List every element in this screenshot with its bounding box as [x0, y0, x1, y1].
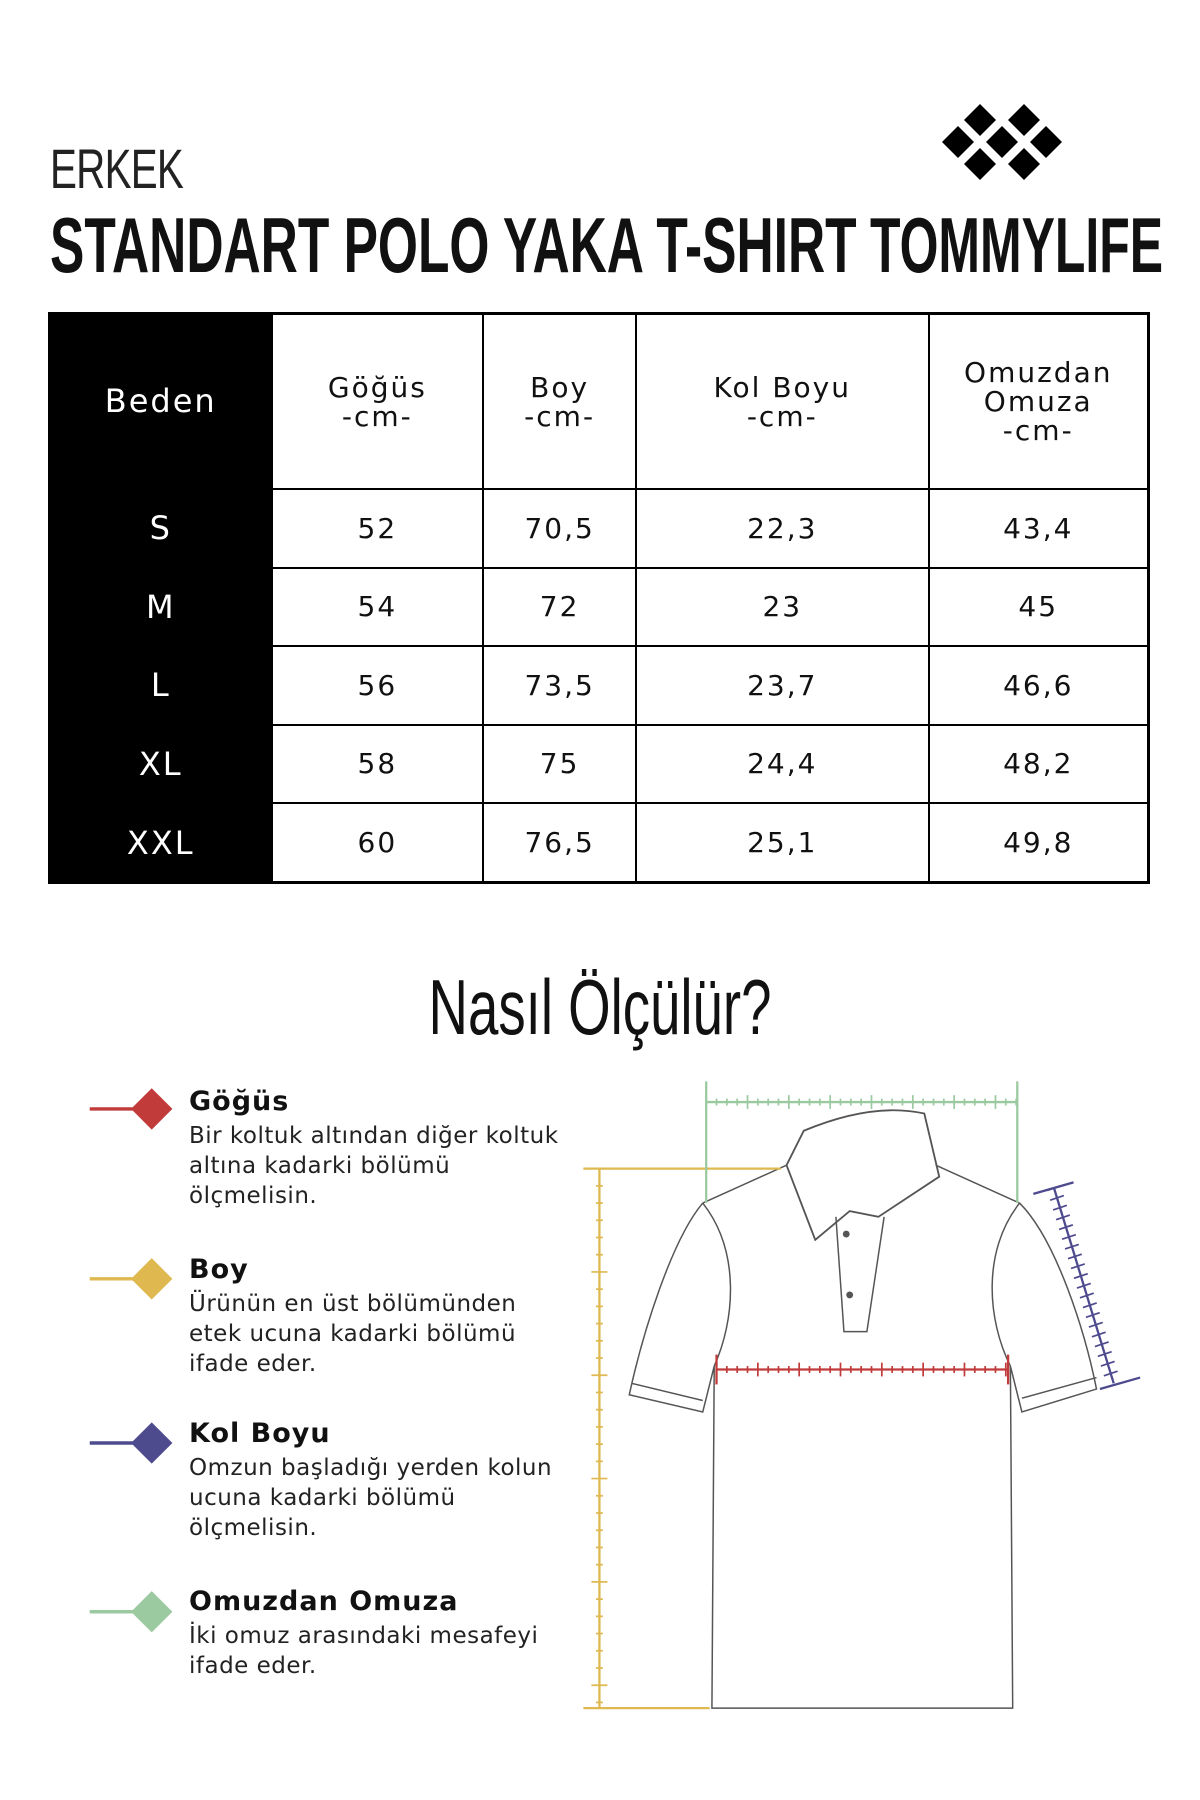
value-cell: 75 [482, 723, 638, 805]
value-cell: 48,2 [927, 723, 1150, 805]
header-omuzdan-omuza: Omuzdan Omuza -cm- [927, 312, 1150, 491]
legend-label: Göğüs [189, 1086, 290, 1117]
legend-text: İki omuz arasındaki mesafeyi ifade eder. [189, 1623, 539, 1679]
header-label: Omuzdan Omuza [964, 356, 1113, 419]
ruler-tick [1070, 1263, 1086, 1270]
ruler-tick [1055, 1214, 1071, 1221]
value-cell: 23 [635, 566, 930, 648]
value-cell: 25,1 [635, 802, 930, 884]
value-cell: 52 [270, 488, 485, 569]
header-unit: -cm- [341, 399, 413, 433]
ruler-tick [1082, 1302, 1097, 1309]
legend-kol-boyu: Kol Boyu Omzun başladığı yerden kolun ucu… [189, 1418, 569, 1543]
size-cell: XXL [48, 802, 273, 884]
value-cell: 43,4 [927, 488, 1150, 569]
value-cell: 56 [270, 645, 485, 726]
legend-label: Omuzdan Omuza [189, 1586, 459, 1617]
brand-name: TOMMYLIFE [870, 201, 1164, 289]
size-cell: XL [48, 723, 273, 805]
header-unit: -cm- [1002, 414, 1074, 448]
table-row: S 52 70,5 22,3 43,4 [48, 488, 1150, 569]
table-row: L 56 73,5 23,7 46,6 [48, 645, 1150, 726]
legend-boy: Boy Ürünün en üst bölümünden etek ucuna k… [189, 1254, 569, 1379]
ruler-tick [1091, 1331, 1106, 1338]
header-boy: Boy -cm- [482, 312, 638, 491]
header-kol-boyu: Kol Boyu -cm- [635, 312, 930, 491]
ruler-tick [1058, 1224, 1074, 1231]
value-cell: 49,8 [927, 802, 1150, 884]
value-cell: 73,5 [482, 645, 638, 726]
ruler-tick [1052, 1204, 1068, 1211]
value-cell: 76,5 [482, 802, 638, 884]
table-row: M 54 72 23 45 [48, 566, 1150, 648]
size-cell: L [48, 645, 273, 726]
value-cell: 23,7 [635, 645, 930, 726]
ruler-tick [1079, 1292, 1095, 1299]
legend-label: Boy [189, 1254, 249, 1285]
ruler-tick [1049, 1194, 1065, 1202]
legend-diamond-icon [131, 1258, 173, 1300]
ruler-tick [1097, 1350, 1112, 1358]
value-cell: 70,5 [482, 488, 638, 569]
size-table: Beden Göğüs -cm- Boy -cm- Kol Boyu -cm- Omu… [48, 312, 1150, 884]
size-cell: S [48, 488, 273, 569]
value-cell: 58 [270, 723, 485, 805]
header-unit: -cm- [746, 399, 818, 433]
value-cell: 60 [270, 802, 485, 884]
legend-diamond-icon [131, 1088, 173, 1130]
header-gogus: Göğüs -cm- [270, 312, 485, 491]
legend-omuzdan-omuza: Omuzdan Omuza İki omuz arasındaki mesafey… [189, 1586, 569, 1681]
value-cell: 72 [482, 566, 638, 648]
legend-label: Kol Boyu [189, 1418, 331, 1449]
ruler-tick [1061, 1233, 1077, 1241]
header-label: Kol Boyu [713, 370, 851, 404]
header-unit: -cm- [524, 399, 596, 433]
table-row: XL 58 75 24,4 48,2 [48, 723, 1150, 805]
ruler-tick [1067, 1253, 1083, 1260]
page-title: STANDART POLO YAKA T-SHIRT [50, 201, 857, 289]
how-to-title: Nasıl Ölçülür? [428, 963, 772, 1051]
ruler-tick [1100, 1360, 1115, 1367]
table-header-row: Beden Göğüs -cm- Boy -cm- Kol Boyu -cm- Omu… [48, 312, 1150, 491]
table-row: XXL 60 76,5 25,1 49,8 [48, 802, 1150, 884]
value-cell: 22,3 [635, 488, 930, 569]
legend-text: Omzun başladığı yerden kolun ucuna kadar… [189, 1455, 553, 1541]
polo-shirt-icon [628, 1109, 1098, 1709]
legend-diamond-icon [131, 1591, 173, 1633]
header-label: Göğüs [327, 370, 427, 404]
value-cell: 54 [270, 566, 485, 648]
ruler-tick [1073, 1272, 1089, 1280]
ruler-tick [1064, 1243, 1080, 1250]
ruler-tick [1046, 1185, 1062, 1192]
ruler-tick [1094, 1341, 1109, 1348]
legend-text: Bir koltuk altından diğer koltuk altına … [189, 1123, 559, 1209]
value-cell: 46,6 [927, 645, 1150, 726]
legend-diamond-icon [131, 1422, 173, 1464]
value-cell: 24,4 [635, 723, 930, 805]
ruler-tick [1088, 1321, 1103, 1328]
header-beden: Beden [48, 312, 273, 491]
ruler-tick [1085, 1311, 1100, 1319]
subtitle: ERKEK [50, 137, 184, 200]
legend-text: Ürünün en üst bölümünden etek ucuna kada… [189, 1291, 517, 1377]
ruler-tick [1103, 1370, 1118, 1377]
brand-logo-icon [942, 104, 1062, 180]
size-cell: M [48, 566, 273, 648]
ruler-tick [1076, 1282, 1092, 1289]
header-label: Boy [530, 370, 590, 404]
legend-gogus: Göğüs Bir koltuk altından diğer koltuk al… [189, 1086, 569, 1211]
value-cell: 45 [927, 566, 1150, 648]
